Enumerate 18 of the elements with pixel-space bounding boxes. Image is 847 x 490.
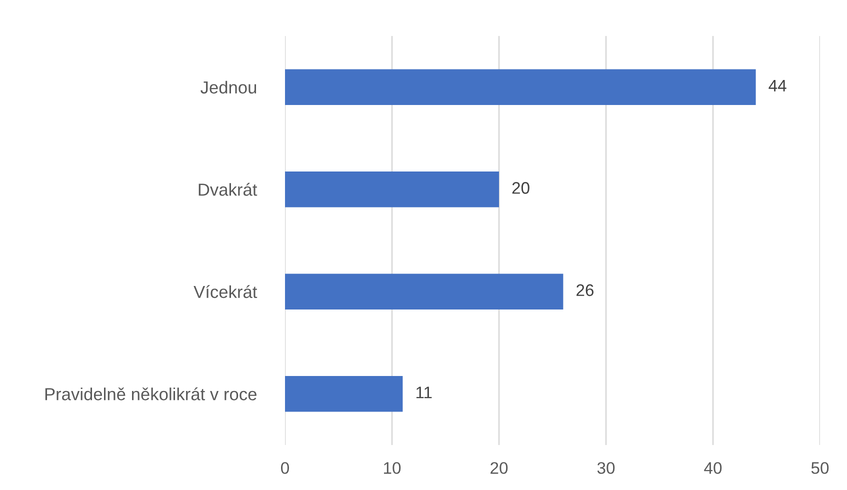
- bar: [285, 171, 499, 208]
- y-tick-label: Pravidelně několikrát v roce: [45, 387, 256, 400]
- bar: [285, 376, 403, 412]
- x-tick-label: 0: [281, 462, 289, 474]
- y-tick-label: Vícekrát: [194, 285, 258, 298]
- x-tick-label: 20: [490, 462, 508, 474]
- data-label: 20: [512, 182, 530, 194]
- y-tick-label: Dvakrát: [198, 182, 258, 196]
- bar: [285, 69, 756, 106]
- x-tick-label: 40: [704, 462, 722, 474]
- x-tick-label: 30: [597, 462, 615, 474]
- x-tick-label: 50: [811, 462, 829, 474]
- data-label: 11: [416, 386, 432, 398]
- x-tick-label: 10: [384, 462, 401, 474]
- bar: [285, 274, 564, 310]
- y-tick-label: Jednou: [200, 80, 256, 94]
- data-label: 44: [768, 80, 786, 92]
- data-label: 26: [576, 284, 594, 296]
